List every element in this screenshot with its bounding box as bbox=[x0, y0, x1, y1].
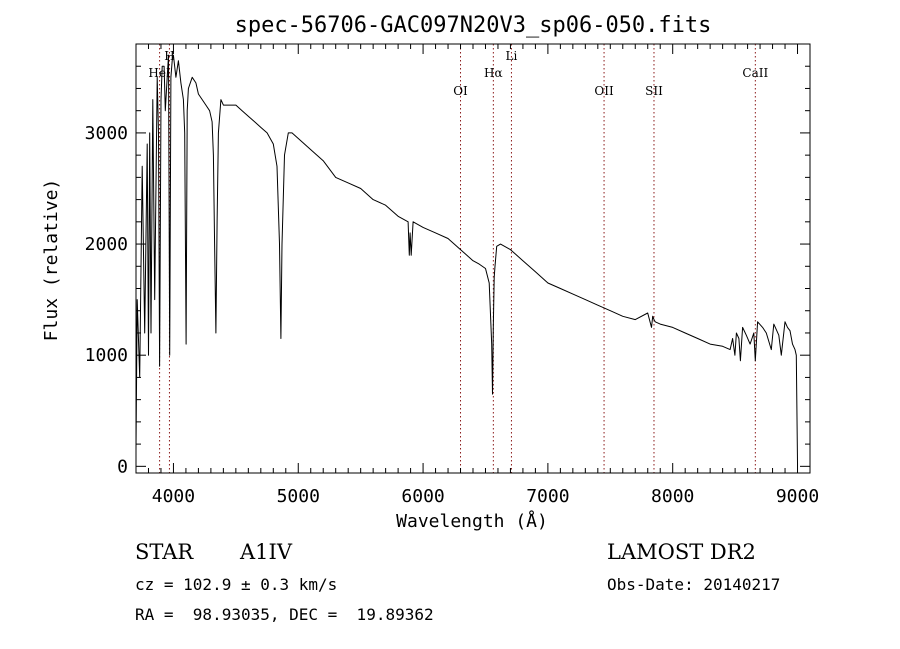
survey-name: LAMOST DR2 bbox=[607, 540, 756, 564]
y-tick-label: 2000 bbox=[85, 234, 128, 255]
x-tick-label: 4000 bbox=[152, 486, 195, 507]
info-panel: STAR A1IV LAMOST DR2 cz = 102.9 ± 0.3 km… bbox=[135, 540, 780, 624]
spectral-line-label: HeI bbox=[148, 66, 171, 80]
x-tick-label: 8000 bbox=[651, 486, 694, 507]
spectral-line-label: CaII bbox=[742, 66, 768, 80]
x-tick-label: 5000 bbox=[277, 486, 320, 507]
object-subclass: A1IV bbox=[239, 540, 293, 564]
y-axis-label: Flux (relative) bbox=[41, 179, 62, 342]
observation-date: Obs-Date: 20140217 bbox=[607, 575, 780, 594]
y-tick-label: 3000 bbox=[85, 123, 128, 144]
spectral-line-label: OI bbox=[453, 84, 468, 98]
x-tick-label: 6000 bbox=[401, 486, 444, 507]
spectral-line-label: Li bbox=[506, 49, 518, 63]
spectrum-series-line bbox=[135, 54, 798, 464]
spectral-line-label: SII bbox=[645, 84, 663, 98]
object-class: STAR bbox=[135, 540, 194, 564]
x-axis-label: Wavelength (Å) bbox=[396, 510, 548, 532]
y-tick-label: 1000 bbox=[85, 345, 128, 366]
spectral-line-label: Hα bbox=[484, 66, 503, 80]
y-tick-label: 0 bbox=[117, 456, 128, 477]
chart-title: spec-56706-GAC097N20V3_sp06-050.fits bbox=[235, 13, 712, 38]
redshift-cz: cz = 102.9 ± 0.3 km/s bbox=[135, 575, 337, 594]
spectral-line-label: H bbox=[164, 49, 174, 63]
spectral-line-label: OII bbox=[594, 84, 614, 98]
x-tick-label: 7000 bbox=[526, 486, 569, 507]
coordinates: RA = 98.93035, DEC = 19.89362 bbox=[135, 605, 434, 624]
x-tick-label: 9000 bbox=[776, 486, 819, 507]
plot-frame bbox=[135, 43, 811, 474]
